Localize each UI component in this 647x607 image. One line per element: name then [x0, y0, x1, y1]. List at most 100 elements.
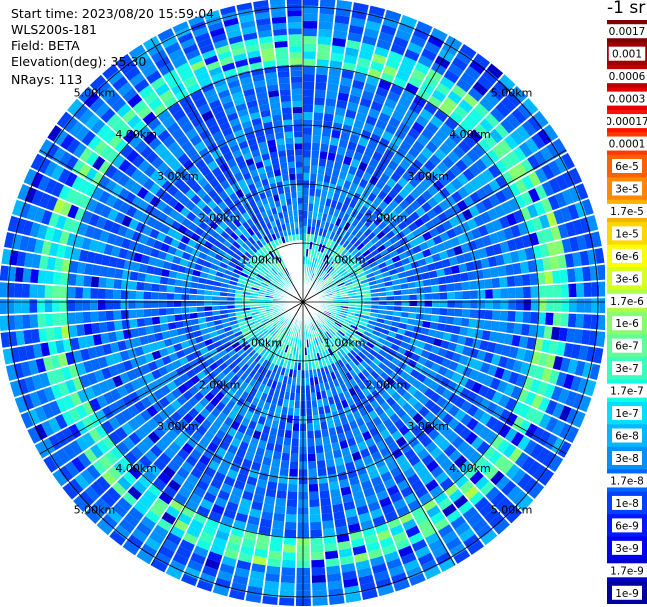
range-gate-cell [276, 64, 290, 73]
range-gate-cell [408, 306, 417, 313]
range-gate-cell [285, 521, 297, 530]
range-gate-cell [113, 461, 128, 476]
range-gate-cell [509, 250, 520, 263]
range-gate-cell [306, 408, 313, 416]
range-gate-cell [332, 308, 341, 312]
field-label: Field: BETA [11, 38, 80, 53]
range-gate-cell [481, 197, 494, 211]
range-gate-cell [45, 270, 55, 285]
range-gate-cell [560, 312, 569, 327]
range-gate-cell [461, 208, 473, 221]
range-gate-cell [214, 496, 228, 509]
range-gate-cell [365, 327, 374, 334]
range-gate-cell [484, 430, 498, 445]
range-gate-cell [338, 138, 349, 149]
range-gate-cell [392, 240, 403, 250]
range-gate-cell [386, 484, 400, 497]
range-gate-cell [508, 182, 521, 197]
range-gate-cell [430, 277, 439, 286]
range-gate-cell [512, 209, 525, 224]
range-gate-cell [461, 281, 470, 291]
range-gate-cell [377, 529, 392, 541]
range-gate-cell [273, 512, 286, 522]
range-gate-cell [284, 430, 293, 439]
range-gate-cell [202, 333, 212, 342]
range-gate-cell [449, 236, 460, 247]
range-gate-cell [574, 360, 586, 377]
range-gate-cell [577, 377, 590, 394]
range-gate-cell [294, 143, 303, 150]
range-gate-cell [205, 357, 216, 367]
range-gate-cell [338, 313, 347, 319]
range-label: 3.00km [157, 170, 199, 183]
range-gate-cell [154, 552, 172, 566]
range-gate-cell [151, 283, 160, 292]
range-gate-cell [27, 409, 41, 426]
range-gate-cell [155, 439, 169, 453]
range-gate-cell [218, 349, 228, 358]
range-gate-cell [330, 287, 339, 292]
range-gate-cell [194, 460, 208, 473]
range-gate-cell [73, 495, 90, 513]
range-gate-cell [517, 248, 528, 262]
range-gate-cell [328, 231, 336, 241]
range-gate-cell [101, 471, 117, 487]
range-gate-cell [268, 473, 279, 483]
range-gate-cell [458, 99, 474, 114]
range-gate-cell [343, 54, 358, 65]
range-gate-cell [303, 134, 312, 143]
range-gate-cell [478, 426, 492, 440]
range-gate-cell [454, 454, 468, 469]
range-gate-cell [398, 322, 408, 330]
range-gate-cell [563, 342, 574, 358]
range-gate-cell [268, 550, 283, 560]
range-gate-cell [228, 361, 238, 371]
range-gate-cell [280, 334, 286, 343]
range-gate-cell [518, 403, 531, 419]
range-gate-cell [83, 323, 93, 336]
range-gate-cell [287, 329, 293, 338]
range-gate-cell [427, 352, 438, 362]
range-gate-cell [356, 327, 366, 334]
range-gate-cell [318, 158, 327, 167]
range-gate-cell [303, 210, 308, 219]
range-gate-cell [215, 529, 230, 542]
range-gate-cell [163, 338, 174, 348]
range-gate-cell [310, 536, 324, 546]
range-gate-cell [567, 203, 580, 220]
range-gate-cell [115, 398, 128, 412]
range-gate-cell [387, 361, 398, 371]
range-gate-cell [355, 111, 367, 123]
range-gate-cell [366, 352, 376, 362]
range-gate-cell [334, 518, 348, 528]
range-gate-cell [313, 329, 319, 338]
range-gate-cell [350, 9, 368, 21]
range-gate-cell [434, 260, 444, 270]
range-gate-cell [58, 381, 70, 397]
range-gate-cell [271, 16, 287, 24]
range-gate-cell [561, 298, 569, 312]
range-gate-cell [277, 313, 285, 320]
range-gate-cell [75, 420, 89, 436]
range-gate-cell [583, 232, 595, 249]
range-gate-cell [384, 510, 399, 523]
range-gate-cell [480, 153, 494, 168]
range-gate-cell [330, 362, 338, 372]
range-gate-cell [507, 287, 516, 299]
range-gate-cell [332, 306, 341, 310]
range-gate-cell [552, 312, 562, 326]
range-gate-cell [284, 131, 294, 139]
range-gate-cell [459, 387, 471, 400]
range-gate-cell [285, 514, 298, 523]
range-gate-cell [335, 0, 353, 10]
range-gate-cell [403, 466, 417, 479]
range-gate-cell [348, 256, 356, 264]
range-gate-cell [501, 480, 517, 496]
range-gate-cell [431, 292, 440, 300]
range-gate-cell [236, 348, 246, 357]
range-gate-cell [21, 299, 30, 314]
range-gate-cell [348, 522, 362, 533]
range-gate-cell [375, 353, 385, 362]
range-gate-cell [378, 362, 388, 371]
range-gate-cell [221, 556, 238, 568]
